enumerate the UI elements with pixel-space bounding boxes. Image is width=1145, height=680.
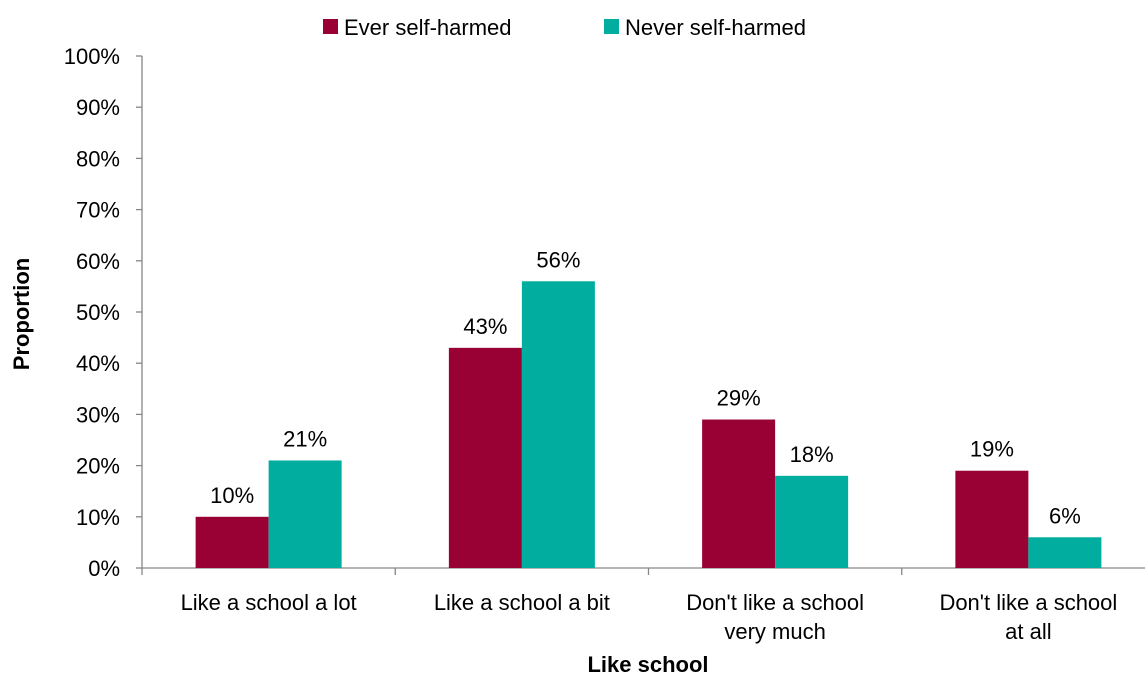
data-label: 21% — [283, 426, 327, 451]
x-category-label: Like a school a lot — [181, 590, 357, 615]
bar-never-self-harmed — [775, 475, 849, 568]
bar-ever-self-harmed — [195, 516, 269, 568]
y-tick-label: 90% — [76, 95, 120, 120]
y-tick-label: 30% — [76, 402, 120, 427]
x-category-label: Like a school a bit — [434, 590, 610, 615]
y-tick-label: 50% — [76, 300, 120, 325]
y-tick-label: 0% — [88, 556, 120, 581]
y-tick-label: 80% — [76, 146, 120, 171]
data-label: 43% — [463, 314, 507, 339]
data-label: 19% — [970, 437, 1014, 462]
bars — [195, 281, 1102, 568]
y-tick-label: 20% — [76, 454, 120, 479]
y-tick-label: 100% — [64, 44, 120, 69]
bar-never-self-harmed — [521, 281, 595, 568]
data-label: 10% — [210, 483, 254, 508]
y-axis: 0% 10% 20% 30% 40% 50% 60% 70% 80% 90% 100% — [64, 44, 143, 581]
legend-swatch — [323, 19, 338, 34]
x-category-label: Don't like a school at all — [939, 590, 1117, 644]
x-axis-title: Like school — [587, 652, 708, 677]
data-label: 6% — [1049, 503, 1081, 528]
bar-ever-self-harmed — [955, 470, 1029, 568]
legend-label: Never self-harmed — [625, 15, 806, 40]
x-axis: Like a school a lot Like a school a bit Do… — [141, 567, 1145, 644]
legend-swatch — [604, 19, 619, 34]
bar-ever-self-harmed — [702, 419, 776, 568]
legend: Ever self-harmed Never self-harmed — [323, 15, 806, 40]
y-tick-label: 40% — [76, 351, 120, 376]
data-label: 18% — [790, 442, 834, 467]
y-axis-title: Proportion — [9, 258, 34, 370]
y-tick-label: 10% — [76, 505, 120, 530]
x-category-label: Don't like a school very much — [686, 590, 864, 644]
y-tick-label: 60% — [76, 249, 120, 274]
data-label: 56% — [536, 247, 580, 272]
data-labels: 10% 43% 29% 19% 21% 56% 18% 6% — [210, 247, 1081, 528]
bar-never-self-harmed — [1028, 537, 1102, 568]
bar-ever-self-harmed — [448, 347, 522, 568]
bar-never-self-harmed — [268, 460, 342, 568]
y-tick-label: 70% — [76, 198, 120, 223]
data-label: 29% — [717, 386, 761, 411]
legend-label: Ever self-harmed — [344, 15, 512, 40]
